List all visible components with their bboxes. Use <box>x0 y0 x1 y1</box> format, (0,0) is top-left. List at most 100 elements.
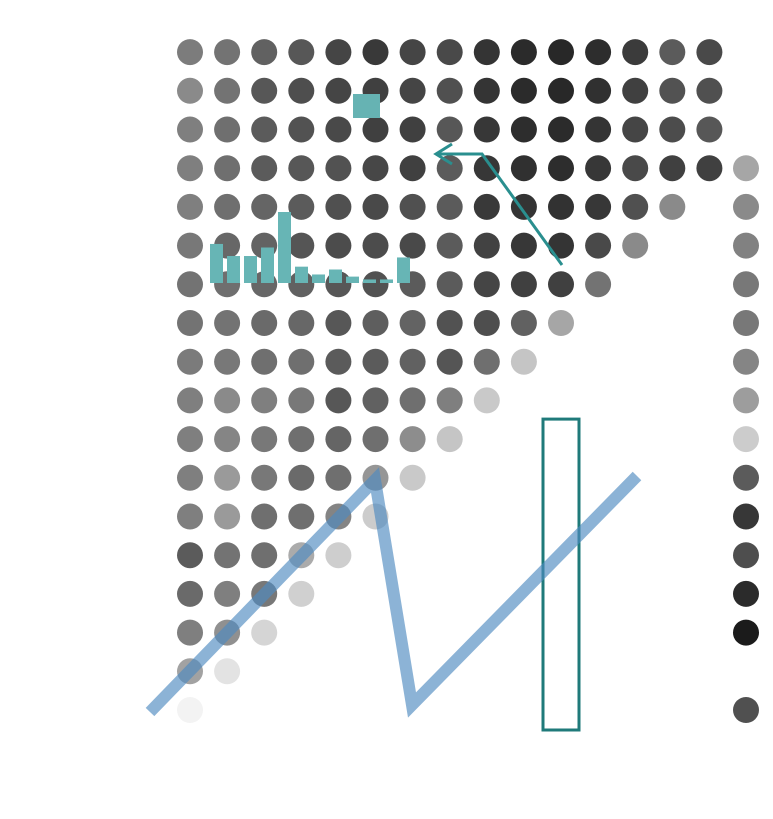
heatmap-dot <box>473 387 500 414</box>
heatmap-dot <box>177 426 203 453</box>
heatmap-dot <box>177 310 203 336</box>
heatmap-dot <box>362 193 389 220</box>
heatmap-dot <box>325 542 352 569</box>
heatmap-dot <box>251 619 278 646</box>
side-dot <box>733 542 759 569</box>
inset-bar <box>346 276 359 283</box>
heatmap-dot <box>436 116 463 143</box>
heatmap-dot <box>288 232 315 259</box>
inset-bar <box>227 256 240 283</box>
heatmap-dot <box>473 193 500 220</box>
heatmap-dot <box>251 542 278 569</box>
heatmap-dot <box>288 426 315 453</box>
heatmap-dot <box>473 77 500 104</box>
inset-bar-chart <box>210 212 410 283</box>
heatmap-dot <box>362 271 389 298</box>
heatmap-dot <box>510 193 537 220</box>
heatmap-dot <box>251 155 278 182</box>
heatmap-dot <box>325 116 352 143</box>
heatmap-dot <box>177 271 203 298</box>
annotation-layer <box>353 94 564 266</box>
heatmap-dot <box>288 77 315 104</box>
heatmap-dot <box>177 542 203 569</box>
annotation-arrow-head <box>433 142 453 166</box>
heatmap-dot <box>436 271 463 298</box>
heatmap-dot <box>622 193 649 220</box>
heatmap-dot <box>251 464 278 491</box>
heatmap-dot <box>399 464 426 491</box>
trend-line <box>145 467 642 718</box>
heatmap-dot <box>510 155 537 182</box>
heatmap-dot <box>622 116 649 143</box>
dot-grid <box>177 39 723 723</box>
heatmap-dot <box>325 155 352 182</box>
heatmap-dot <box>251 348 278 375</box>
heatmap-dot <box>288 39 315 66</box>
heatmap-dot <box>436 348 463 375</box>
inset-bar <box>261 247 274 283</box>
legend-square <box>353 94 380 118</box>
heatmap-dot <box>362 426 389 453</box>
heatmap-dot <box>399 232 426 259</box>
heatmap-dot <box>325 77 352 104</box>
heatmap-dot <box>177 503 203 530</box>
heatmap-dot <box>177 39 203 66</box>
heatmap-dot <box>177 155 203 182</box>
heatmap-dot <box>548 310 574 336</box>
heatmap-dot <box>473 271 500 298</box>
inset-bar <box>329 269 342 283</box>
heatmap-dot <box>251 310 278 336</box>
heatmap-dot <box>251 426 278 453</box>
heatmap-dot <box>510 77 537 104</box>
heatmap-dot <box>214 77 241 104</box>
heatmap-dot <box>548 39 574 66</box>
heatmap-dot <box>362 387 389 414</box>
heatmap-dot <box>288 193 315 220</box>
inset-bar <box>363 279 376 283</box>
heatmap-dot <box>214 426 241 453</box>
heatmap-dot <box>436 426 463 453</box>
heatmap-dot <box>251 387 278 414</box>
heatmap-dot <box>436 77 463 104</box>
side-dot <box>733 619 759 646</box>
heatmap-dot <box>510 310 537 336</box>
heatmap-dot <box>251 503 278 530</box>
inset-bar <box>210 243 223 283</box>
heatmap-dot <box>659 155 686 182</box>
heatmap-dot <box>325 348 352 375</box>
heatmap-dot <box>585 232 612 259</box>
heatmap-dot <box>585 193 612 220</box>
heatmap-dot <box>659 77 686 104</box>
heatmap-dot <box>510 116 537 143</box>
heatmap-dot <box>622 232 649 259</box>
heatmap-dot <box>585 77 612 104</box>
side-dot <box>733 232 759 259</box>
heatmap-dot <box>362 116 389 143</box>
heatmap-dot <box>325 193 352 220</box>
heatmap-dot <box>177 619 203 646</box>
heatmap-dot <box>399 310 426 336</box>
heatmap-dot <box>177 77 203 104</box>
heatmap-dot <box>288 155 315 182</box>
heatmap-dot <box>214 580 241 607</box>
heatmap-dot <box>548 232 574 259</box>
side-dot <box>733 580 759 607</box>
heatmap-dot <box>399 116 426 143</box>
heatmap-dot <box>177 697 203 723</box>
heatmap-dot <box>177 193 203 220</box>
heatmap-dot <box>177 232 203 259</box>
heatmap-dot <box>288 116 315 143</box>
side-dot <box>733 387 759 414</box>
heatmap-dot <box>510 232 537 259</box>
heatmap-dot <box>325 426 352 453</box>
heatmap-dot <box>696 77 723 104</box>
heatmap-dot <box>177 580 203 607</box>
heatmap-dot <box>177 348 203 375</box>
heatmap-dot <box>362 348 389 375</box>
heatmap-dot <box>399 426 426 453</box>
heatmap-dot <box>288 387 315 414</box>
heatmap-dot <box>659 39 686 66</box>
heatmap-dot <box>436 387 463 414</box>
heatmap-dot <box>548 77 574 104</box>
